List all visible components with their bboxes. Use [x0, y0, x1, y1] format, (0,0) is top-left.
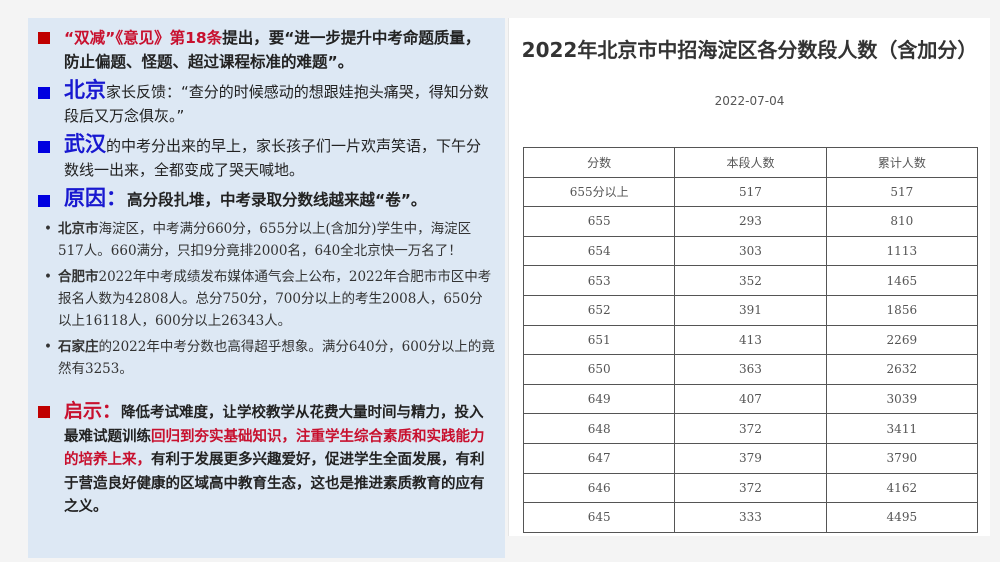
table-row: 645 333 4495: [522, 502, 979, 533]
score-table: 分数 本段人数 累计人数 655分以上 517 517 655 293 810 654 303…: [522, 147, 979, 533]
example-list: 北京市海淀区，中考满分660分，655分以上(含加分)学生中，海淀区517人。6…: [38, 218, 495, 380]
insight-highlight: 回归到夯实基础知识，注重学生综合素质和实践能力的培养上来，: [64, 428, 485, 469]
square-bullet-icon: [38, 195, 50, 207]
table-cell: 303: [674, 235, 827, 267]
table-cell: 648: [522, 413, 676, 444]
table-row: 650 363 2632: [522, 354, 979, 385]
policy-text: 提出，要“进一步提升中考命题质量，防止偏题、怪题、超过课程标准的难题”。: [64, 29, 481, 71]
column-header: 累计人数: [825, 147, 979, 178]
table-row: 646 372 4162: [522, 472, 979, 504]
table-cell: 3411: [825, 413, 979, 444]
column-header: 本段人数: [674, 147, 827, 178]
table-row: 655分以上 517 517: [522, 176, 979, 208]
table-cell: 655: [522, 206, 676, 237]
table-cell: 650: [522, 354, 676, 385]
table-cell: 407: [674, 383, 827, 415]
insight-label: 启示：: [64, 400, 122, 422]
table-row: 652 391 1856: [522, 294, 979, 326]
table-row: 654 303 1113: [522, 235, 979, 267]
column-header: 分数: [522, 147, 676, 178]
table-cell: 2632: [825, 354, 979, 385]
table-cell: 352: [674, 265, 827, 296]
table-panel: 2022年北京市中招海淀区各分数段人数（含加分） 2022-07-04 分数 本…: [508, 18, 990, 536]
table-cell: 654: [522, 235, 676, 267]
para-text: 家长反馈：“查分的时候感动的想跟娃抱头痛哭，得知分数段后又万念俱灰。”: [64, 83, 489, 125]
table-row: 655 293 810: [522, 206, 979, 237]
city: 石家庄: [58, 339, 99, 355]
para-text: 的中考分出来的早上，家长孩子们一片欢声笑语，下午分数线一出来，全都变成了哭天喊地…: [64, 137, 482, 179]
city: 合肥市: [58, 269, 99, 285]
table-cell: 3790: [825, 442, 979, 474]
table-cell: 4495: [825, 502, 979, 533]
table-cell: 379: [674, 442, 827, 474]
table-row: 648 372 3411: [522, 413, 979, 444]
table-cell: 517: [674, 176, 827, 208]
para-beijing: 北京家长反馈：“查分的时候感动的想跟娃抱头痛哭，得知分数段后又万念俱灰。”: [38, 78, 495, 128]
city-label: 北京: [64, 78, 106, 102]
table-cell: 293: [674, 206, 827, 237]
table-cell: 655分以上: [522, 176, 676, 208]
table-cell: 651: [522, 324, 676, 356]
table-header-row: 分数 本段人数 累计人数: [522, 147, 979, 178]
table-cell: 646: [522, 472, 676, 504]
table-cell: 363: [674, 354, 827, 385]
table-cell: 3039: [825, 383, 979, 415]
city: 北京市: [58, 221, 99, 237]
table-cell: 649: [522, 383, 676, 415]
table-cell: 647: [522, 442, 676, 474]
table-cell: 333: [674, 502, 827, 533]
reason-text: 高分段扎堆，中考录取分数线越来越“卷”。: [127, 191, 427, 209]
table-cell: 2269: [825, 324, 979, 356]
table-row: 649 407 3039: [522, 383, 979, 415]
table-cell: 1113: [825, 235, 979, 267]
para-policy: “双减”《意见》第18条提出，要“进一步提升中考命题质量，防止偏题、怪题、超过课…: [38, 26, 495, 74]
table-cell: 372: [674, 413, 827, 444]
square-bullet-icon: [38, 87, 50, 99]
table-cell: 645: [522, 502, 676, 533]
table-cell: 653: [522, 265, 676, 296]
table-row: 651 413 2269: [522, 324, 979, 356]
para-wuhan: 武汉的中考分出来的早上，家长孩子们一片欢声笑语，下午分数线一出来，全都变成了哭天…: [38, 132, 495, 182]
square-bullet-icon: [38, 32, 50, 44]
table-cell: 413: [674, 324, 827, 356]
square-bullet-icon: [38, 406, 50, 418]
table-cell: 1465: [825, 265, 979, 296]
square-bullet-icon: [38, 141, 50, 153]
list-item: 合肥市2022年中考成绩发布媒体通气会上公布，2022年合肥市市区中考报名人数为…: [44, 266, 495, 332]
reason-label: 原因：: [64, 186, 127, 210]
table-cell: 372: [674, 472, 827, 504]
table-title: 2022年北京市中招海淀区各分数段人数（含加分）: [521, 38, 978, 62]
list-item: 石家庄的2022年中考分数也高得超乎想象。满分640分，600分以上的竟然有32…: [44, 336, 495, 380]
text-panel: “双减”《意见》第18条提出，要“进一步提升中考命题质量，防止偏题、怪题、超过课…: [28, 18, 505, 558]
insight-text: 降低考试难度，让学校教学从花费大量时间与精力，投入最难试题训练: [64, 405, 484, 445]
para-reason: 原因：高分段扎堆，中考录取分数线越来越“卷”。: [38, 186, 495, 212]
table-cell: 391: [674, 294, 827, 326]
table-row: 647 379 3790: [522, 442, 979, 474]
item-text: 2022年中考成绩发布媒体通气会上公布，2022年合肥市市区中考报名人数为428…: [58, 269, 492, 329]
item-text: 海淀区，中考满分660分，655分以上(含加分)学生中，海淀区517人。660满…: [58, 221, 472, 259]
table-date: 2022-07-04: [714, 94, 785, 108]
table-cell: 1856: [825, 294, 979, 326]
table-cell: 4162: [825, 472, 979, 504]
table-cell: 652: [522, 294, 676, 326]
table-cell: 517: [825, 176, 979, 208]
para-insight: 启示：降低考试难度，让学校教学从花费大量时间与精力，投入最难试题训练回归到夯实基…: [38, 400, 495, 520]
list-item: 北京市海淀区，中考满分660分，655分以上(含加分)学生中，海淀区517人。6…: [44, 218, 495, 262]
table-cell: 810: [825, 206, 979, 237]
table-row: 653 352 1465: [522, 265, 979, 296]
insight-text: 有利于发展更多兴趣爱好，促进学生全面发展，有利于营造良好健康的区域高中教育生态，…: [64, 452, 485, 515]
item-text: 的2022年中考分数也高得超乎想象。满分640分，600分以上的竟然有3253。: [58, 339, 495, 377]
city-label: 武汉: [64, 132, 106, 156]
policy-ref: “双减”《意见》第18条: [64, 29, 223, 47]
